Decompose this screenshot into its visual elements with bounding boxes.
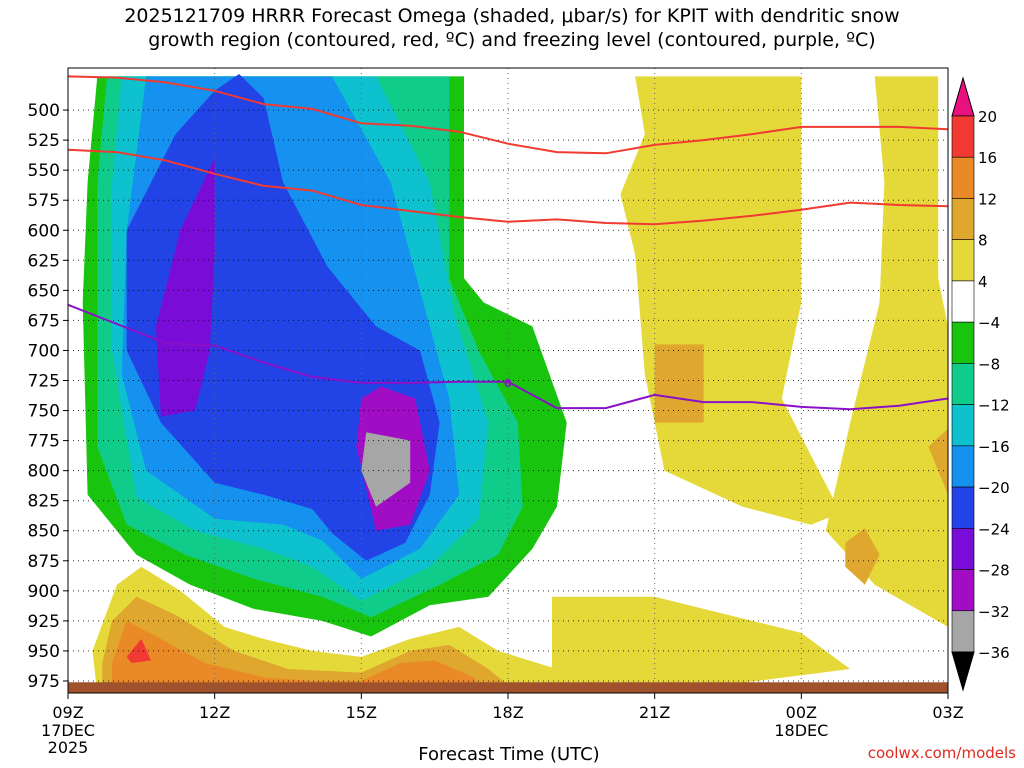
y-tick-label-650: 650 <box>28 281 60 301</box>
contour-line-1 <box>68 148 948 226</box>
chart-title: 2025121709 HRRR Forecast Omega (shaded, … <box>0 4 1024 52</box>
x-tick-label-15Z: 15Z <box>346 703 377 722</box>
y-tick-label-700: 700 <box>28 341 60 361</box>
colorbar-label-2: 12 <box>978 190 997 208</box>
y-tick-label-900: 900 <box>28 582 60 602</box>
credit-link[interactable]: coolwx.com/models <box>867 744 1016 762</box>
colorbar-label-11: −28 <box>978 562 1010 580</box>
colorbar-label-6: −8 <box>978 355 1000 373</box>
omega-region-18 <box>68 682 948 693</box>
colorbar-label-0: 20 <box>978 108 997 126</box>
colorbar-band-12 <box>951 610 975 653</box>
title-line-2: growth region (contoured, red, ºC) and f… <box>148 29 876 51</box>
colorbar-label-9: −20 <box>978 479 1010 497</box>
colorbar-bottom-arrow <box>951 651 975 692</box>
y-tick-label-975: 975 <box>28 672 60 692</box>
colorbar-band-11 <box>951 569 975 612</box>
colorbar-band-1 <box>951 156 975 199</box>
y-tick-label-800: 800 <box>28 462 60 482</box>
y-tick-label-775: 775 <box>28 432 60 452</box>
y-tick-label-600: 600 <box>28 221 60 241</box>
colorbar-label-3: 8 <box>978 232 988 250</box>
x-tick-sublabel-00Z-0: 18DEC <box>774 721 828 740</box>
omega-region-10 <box>552 596 851 693</box>
colorbar: 20 16 12 8 4 −4 −8 −12 −16 −20 −24 −28 −32 −36 <box>951 76 1010 692</box>
colorbar-band-8 <box>951 445 975 488</box>
omega-region-14 <box>928 428 948 495</box>
contour-lines: 0 <box>68 75 948 411</box>
y-tick-label-525: 525 <box>28 131 60 151</box>
y-tick-label-925: 925 <box>28 612 60 632</box>
colorbar-band-10 <box>951 528 975 570</box>
plot-shading <box>68 74 948 693</box>
colorbar-band-0 <box>951 115 975 158</box>
x-tick-label-21Z: 21Z <box>639 703 670 722</box>
colorbar-top-arrow <box>951 76 975 117</box>
colorbar-label-4: 4 <box>978 273 988 291</box>
x-axis-title: Forecast Time (UTC) <box>418 744 600 765</box>
omega-region-15 <box>845 528 880 585</box>
y-tick-label-950: 950 <box>28 642 60 662</box>
y-tick-label-875: 875 <box>28 552 60 572</box>
colorbar-label-7: −12 <box>978 397 1010 415</box>
x-tick-label-12Z: 12Z <box>199 703 230 722</box>
colorbar-band-6 <box>951 363 975 405</box>
colorbar-label-13: −36 <box>978 644 1010 662</box>
colorbar-band-7 <box>951 404 975 447</box>
colorbar-label-1: 16 <box>978 149 997 167</box>
y-tick-label-675: 675 <box>28 311 60 331</box>
y-tick-label-500: 500 <box>28 101 60 121</box>
y-tick-label-625: 625 <box>28 251 60 271</box>
y-tick-label-750: 750 <box>28 402 60 422</box>
y-tick-label-575: 575 <box>28 191 60 211</box>
colorbar-band-3 <box>951 239 975 282</box>
y-tick-label-825: 825 <box>28 492 60 512</box>
freezing-level-label: 0 <box>504 377 512 390</box>
colorbar-label-12: −32 <box>978 603 1010 621</box>
colorbar-band-2 <box>951 198 975 240</box>
colorbar-label-5: −4 <box>978 314 1000 332</box>
colorbar-band-9 <box>951 486 975 529</box>
y-axis: 500 525 550 575 600 625 650 675 700 725 750 775 800 8… <box>28 101 68 692</box>
contour-line-2 <box>68 303 948 411</box>
y-tick-label-550: 550 <box>28 161 60 181</box>
title-line-1: 2025121709 HRRR Forecast Omega (shaded, … <box>124 5 900 27</box>
x-tick-label-00Z: 00Z <box>786 703 817 722</box>
x-tick-sublabel-09Z-0: 17DEC <box>41 721 95 740</box>
contour-line-0 <box>68 75 948 155</box>
x-tick-label-18Z: 18Z <box>492 703 523 722</box>
y-tick-label-850: 850 <box>28 522 60 542</box>
colorbar-band-4 <box>951 280 975 323</box>
x-tick-label-09Z: 09Z <box>52 703 83 722</box>
omega-region-9 <box>825 76 948 627</box>
omega-region-16 <box>112 620 484 693</box>
colorbar-label-8: −16 <box>978 438 1010 456</box>
omega-region-7 <box>361 432 411 507</box>
x-tick-sublabel-09Z-1: 2025 <box>48 738 89 757</box>
colorbar-label-10: −24 <box>978 520 1010 538</box>
omega-region-13 <box>654 344 704 423</box>
omega-region-5 <box>156 158 215 417</box>
x-tick-label-03Z: 03Z <box>932 703 963 722</box>
y-tick-label-725: 725 <box>28 372 60 392</box>
omega-region-8 <box>620 76 841 525</box>
colorbar-band-5 <box>951 321 975 364</box>
